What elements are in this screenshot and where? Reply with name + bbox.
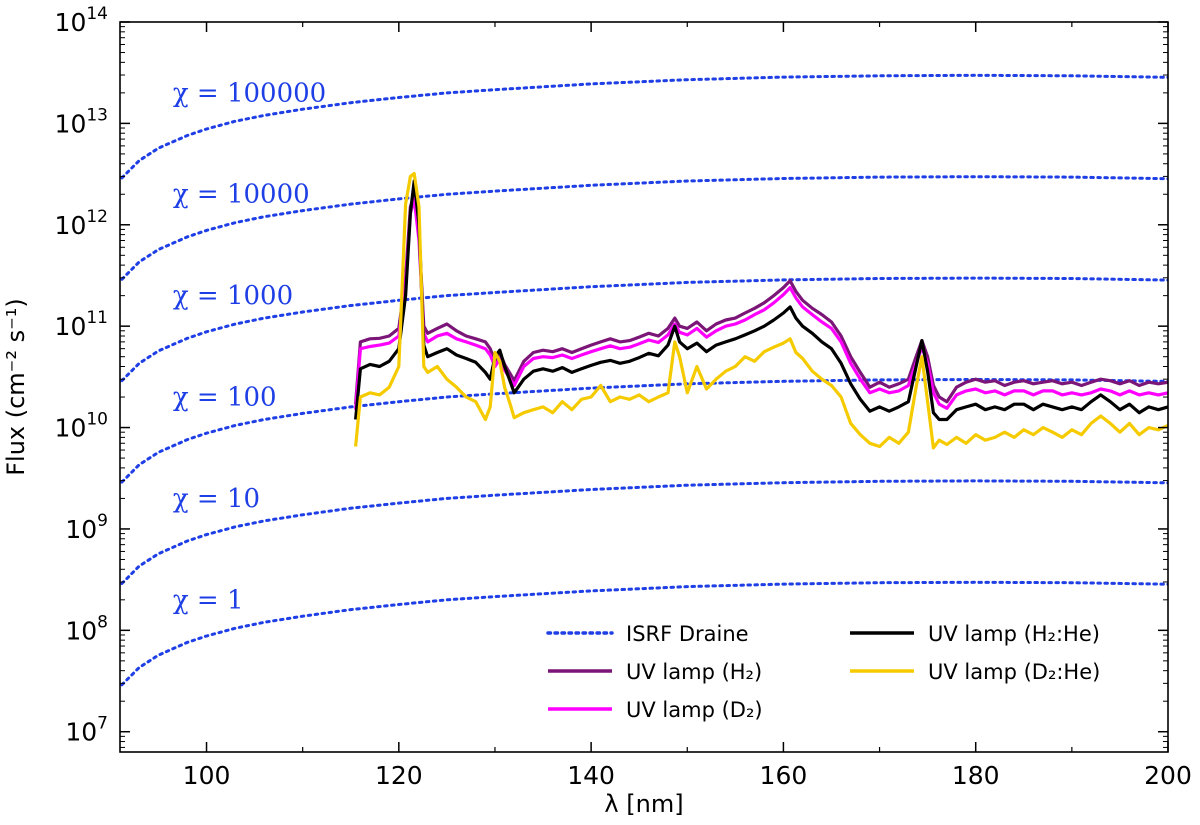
chi-labels: χ = 100000 χ = 10000 χ = 1000 χ = 100 χ = 10… — [173, 78, 326, 615]
chi-label-100: χ = 100 — [173, 383, 277, 413]
plot-frame — [119, 21, 1169, 753]
y-tick-base: 10 — [55, 312, 87, 341]
y-tick-exponent: 10 — [86, 410, 108, 430]
y-tick-exponent: 11 — [86, 308, 108, 328]
y-tick-label-13: 1013 — [55, 105, 108, 138]
isrf-curve-100000 — [120, 73, 1168, 180]
legend: ISRF Draine UV lamp (H₂) UV lamp (D₂) UV la… — [546, 622, 1100, 722]
y-tick-exponent: 8 — [97, 612, 108, 632]
y-tick-label-10: 1010 — [55, 410, 108, 443]
chi-label-1: χ = 1 — [173, 585, 244, 615]
y-tick-base: 10 — [65, 718, 97, 747]
y-tick-base: 10 — [55, 8, 87, 37]
y-tick-label-12: 1012 — [55, 207, 108, 240]
legend-label-isrf: ISRF Draine — [626, 622, 749, 646]
series-line-d2 — [354, 197, 1168, 410]
y-tick-base: 10 — [55, 109, 87, 138]
chi-label-1000: χ = 1000 — [173, 281, 293, 311]
y-tick-label-11: 1011 — [55, 308, 108, 341]
y-tick-exponent: 7 — [97, 714, 108, 734]
legend-label-h2he: UV lamp (H₂:He) — [928, 622, 1100, 646]
x-tick-label-100: 100 — [183, 761, 231, 790]
isrf-curve-1000 — [120, 276, 1168, 383]
y-tick-exponent: 12 — [86, 207, 108, 227]
legend-label-d2he: UV lamp (D₂:He) — [928, 660, 1100, 684]
y-tick-base: 10 — [65, 616, 97, 645]
lamp-series — [354, 172, 1168, 450]
x-tick-label-120: 120 — [375, 761, 423, 790]
isrf-curves — [120, 73, 1168, 687]
y-tick-label-9: 109 — [65, 511, 108, 544]
chi-label-100000: χ = 100000 — [173, 78, 326, 108]
x-tick-label-180: 180 — [952, 761, 1000, 790]
isrf-curve-100 — [120, 377, 1168, 484]
chi-label-10000: χ = 10000 — [173, 180, 310, 210]
x-tick-label-200: 200 — [1144, 761, 1192, 790]
x-axis-title: λ [nm] — [604, 790, 683, 818]
isrf-curve-10 — [120, 479, 1168, 585]
x-tick-label-160: 160 — [760, 761, 808, 790]
y-tick-base: 10 — [55, 414, 87, 443]
y-tick-exponent: 13 — [86, 105, 108, 125]
legend-label-d2: UV lamp (D₂) — [626, 698, 763, 722]
y-tick-label-8: 108 — [65, 612, 108, 645]
y-tick-label-14: 1014 — [55, 4, 108, 37]
y-tick-exponent: 9 — [97, 511, 108, 531]
series-line-h2 — [354, 192, 1168, 405]
y-tick-exponent: 14 — [86, 4, 108, 24]
x-tick-label-140: 140 — [567, 761, 615, 790]
y-tick-base: 10 — [55, 211, 87, 240]
y-axis-title: Flux (cm⁻² s⁻¹) — [2, 298, 30, 476]
chi-label-10: χ = 10 — [173, 484, 260, 514]
isrf-curve-1 — [120, 580, 1168, 687]
axis-ticks: 100 120 140 160 180 2001071081091010101110121… — [55, 4, 1192, 790]
series-line-h2he — [354, 179, 1168, 422]
y-tick-label-7: 107 — [65, 714, 108, 747]
isrf-curve-10000 — [120, 175, 1168, 281]
legend-label-h2: UV lamp (H₂) — [626, 660, 762, 684]
series-line-d2he — [354, 172, 1168, 450]
y-tick-base: 10 — [65, 515, 97, 544]
